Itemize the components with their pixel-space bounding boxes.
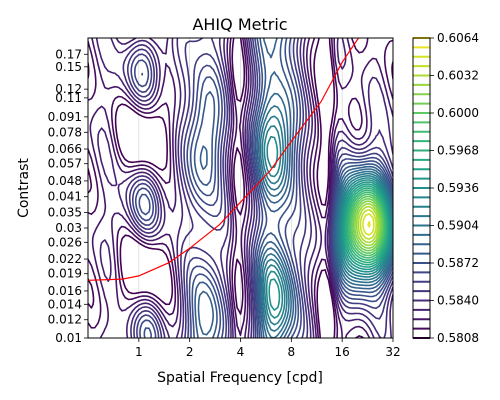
contour-level [259,105,393,338]
x-tick-label: 1 [135,345,143,359]
contour-level [134,38,393,338]
y-tick-label: 0.03 [55,221,82,235]
contour-level [197,38,393,338]
y-tick-label: 0.15 [55,60,82,74]
y-tick-label: 0.12 [55,82,82,96]
contour-lines [88,38,393,338]
csf-curve-line [88,38,359,281]
y-tick-label: 0.041 [48,190,82,204]
y-axis-label: Contrast [16,158,32,218]
y-tick-label: 0.016 [48,284,82,298]
contour-level [352,198,383,252]
x-tick-label: 32 [385,345,400,359]
colorbar-tick-label: 0.5840 [437,294,479,308]
y-tick-label: 0.014 [48,297,82,311]
colorbar-tick-label: 0.6000 [437,106,479,120]
colorbar-tick-label: 0.5904 [437,219,479,233]
y-tick-label: 0.026 [48,235,82,249]
colorbar-tick-label: 0.6064 [437,31,479,45]
contour-level [265,135,393,319]
colorbar-tick-label: 0.5872 [437,256,479,270]
x-tick-label: 16 [335,345,350,359]
x-axis: 1 2 4 8 16 32 [135,338,401,359]
y-tick-label: 0.17 [55,47,82,61]
y-axis: 0.010.0120.0140.0160.0190.0220.0260.030.… [48,47,88,345]
y-tick-label: 0.012 [48,313,82,327]
contour-level [343,183,390,268]
contour-level [268,179,392,311]
contour-level [345,187,388,264]
y-tick-label: 0.019 [48,267,82,281]
contour-level [351,195,384,254]
contour-level [355,203,380,247]
y-tick-label: 0.091 [48,110,82,124]
chart-title: AHIQ Metric [192,15,287,34]
x-tick-label: 4 [237,345,245,359]
contour-level [359,209,377,240]
y-tick-label: 0.01 [55,331,82,345]
colorbar-ticks: 0.5808 0.5840 0.5872 0.5904 0.5936 0.5968 0.60… [430,31,479,345]
colorbar-tick-label: 0.5808 [437,331,479,345]
contour-level [257,92,393,338]
colorbar-tick-label: 0.5936 [437,181,479,195]
colorbar-tick-label: 0.5968 [437,144,479,158]
csf-curve [88,38,359,281]
contour-level [127,38,393,338]
contour-level [263,125,393,326]
y-tick-label: 0.057 [48,157,82,171]
contour-level [348,191,386,259]
colorbar-tick-label: 0.6032 [437,69,479,83]
y-tick-label: 0.048 [48,174,82,188]
contour-level [261,115,393,332]
contour-level [341,181,391,271]
y-tick-label: 0.11 [55,91,82,105]
contour-level [362,213,375,236]
contour-level [357,205,379,244]
y-tick-label: 0.035 [48,206,82,220]
contour-level [88,38,393,338]
contour-level [193,38,393,338]
contour-level [346,189,387,261]
contour-level [349,193,385,257]
contour-level [122,38,393,338]
contour-level [354,200,382,249]
contour-level [367,220,371,228]
x-axis-label: Spatial Frequency [cpd] [157,370,323,386]
contour-level [88,38,393,338]
y-tick-label: 0.066 [48,142,82,156]
colorbar: 0.5808 0.5840 0.5872 0.5904 0.5936 0.5968 0.60… [412,31,479,345]
x-tick-label: 8 [288,345,296,359]
y-tick-label: 0.022 [48,252,82,266]
contour-level [138,38,393,338]
contour-level [344,185,389,266]
x-tick-label: 2 [186,345,194,359]
contour-level [89,38,393,338]
contour-level [95,38,393,338]
y-tick-label: 0.078 [48,125,82,139]
